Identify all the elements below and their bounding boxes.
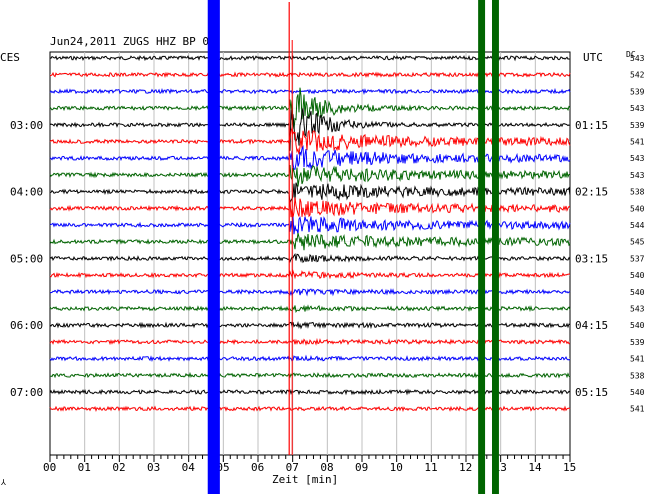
x-tick-label: 12 — [459, 461, 472, 474]
plot-frame — [49, 51, 571, 456]
right-hour-label: 04:15 — [575, 319, 608, 332]
green-saturation-band — [492, 0, 499, 494]
dc-header-label: DC — [626, 50, 636, 59]
dc-offset-label: 540 — [630, 288, 645, 297]
dc-offset-label: 538 — [630, 188, 645, 197]
dc-offset-label: 539 — [630, 121, 645, 130]
x-tick-label: 06 — [251, 461, 264, 474]
dc-offset-label: 538 — [630, 371, 645, 380]
dc-offset-label: 540 — [630, 204, 645, 213]
left-hour-label: 07:00 — [10, 386, 43, 399]
left-hour-label: 03:00 — [10, 119, 43, 132]
right-hour-label: 05:15 — [575, 386, 608, 399]
x-tick-label: 14 — [528, 461, 542, 474]
x-tick-label: 03 — [147, 461, 160, 474]
dc-offset-label: 540 — [630, 271, 645, 280]
dc-offset-label: 542 — [630, 71, 645, 80]
right-hour-label: 01:15 — [575, 119, 608, 132]
x-tick-label: 01 — [78, 461, 91, 474]
dc-offset-label: 541 — [630, 355, 645, 364]
dc-offset-label: 541 — [630, 405, 645, 414]
dc-offset-label: 539 — [630, 87, 645, 96]
x-tick-label: 02 — [112, 461, 125, 474]
x-tick-label: 08 — [320, 461, 333, 474]
dc-offset-label: 537 — [630, 254, 645, 263]
dc-offset-label: 543 — [630, 54, 645, 63]
dc-offset-label: 543 — [630, 104, 645, 113]
dc-offset-label: 540 — [630, 388, 645, 397]
x-tick-label: 15 — [563, 461, 576, 474]
dc-offset-label: 545 — [630, 238, 645, 247]
right-hour-label: 02:15 — [575, 186, 608, 199]
left-hour-label: 04:00 — [10, 186, 43, 199]
dc-offset-label: 543 — [630, 305, 645, 314]
x-tick-label: 04 — [182, 461, 196, 474]
x-tick-label: 07 — [286, 461, 299, 474]
x-tick-label: 09 — [355, 461, 368, 474]
x-axis-title: Zeit [min] — [272, 473, 338, 486]
dc-offset-label: 543 — [630, 171, 645, 180]
right-timezone-label: UTC — [583, 51, 603, 64]
x-tick-label: 00 — [43, 461, 56, 474]
dc-offset-label: 543 — [630, 154, 645, 163]
dc-offset-label: 544 — [630, 221, 645, 230]
dc-offset-label: 540 — [630, 321, 645, 330]
bottom-corner-mark: ⅄ — [0, 478, 6, 487]
x-tick-label: 10 — [390, 461, 403, 474]
green-saturation-band — [478, 0, 486, 494]
left-hour-label: 05:00 — [10, 252, 43, 265]
x-tick-label: 11 — [424, 461, 437, 474]
dc-offset-label: 539 — [630, 338, 645, 347]
dc-offset-label: 541 — [630, 138, 645, 147]
plot-area: 00 01 02 03 04 05 06 07 08 09 10 11 12 13 14 1503:0004:… — [10, 0, 645, 494]
blue-saturation-band — [207, 0, 220, 494]
left-hour-label: 06:00 — [10, 319, 43, 332]
right-hour-label: 03:15 — [575, 252, 608, 265]
chart-title: Jun24,2011 ZUGS HHZ BP 01 — [50, 35, 216, 48]
left-timezone-label: CES — [0, 51, 20, 64]
